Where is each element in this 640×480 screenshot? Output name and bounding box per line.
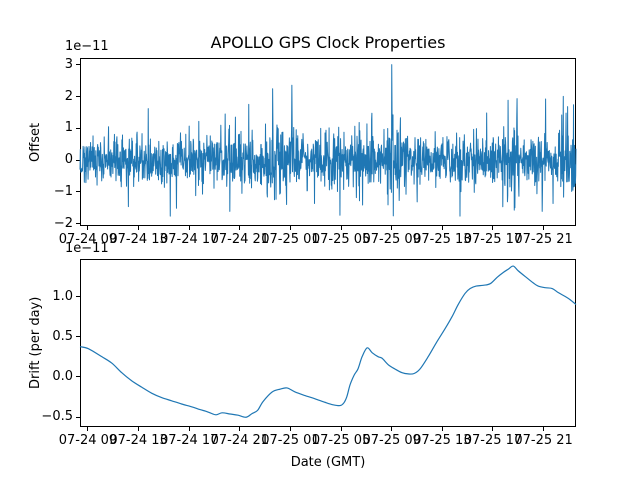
y-tick-mark [76, 416, 80, 418]
y-tick-label: −1 [53, 183, 73, 199]
x-tick-mark [289, 427, 291, 432]
x-tick-mark [441, 427, 443, 432]
drift-axis-scale-text: 1e−11 [65, 241, 109, 256]
y-tick-mark [76, 296, 80, 298]
y-tick-mark [76, 127, 80, 129]
chart-title: APOLLO GPS Clock Properties [210, 33, 446, 52]
x-tick-label: 07-25 13 [413, 231, 472, 247]
y-tick-mark [76, 223, 80, 225]
offset-axis-scale-text: 1e−11 [65, 39, 109, 54]
x-tick-label: 07-24 17 [159, 433, 219, 449]
x-tick-mark [87, 225, 89, 230]
y-tick-label: 1 [64, 120, 73, 136]
y-tick-mark [76, 159, 80, 161]
x-tick-label: 07-25 01 [261, 433, 320, 449]
gps-clock-drift-line [79, 265, 577, 419]
x-tick-mark [391, 225, 393, 230]
x-tick-label: 07-24 09 [58, 231, 118, 247]
x-tick-label: 07-25 05 [311, 231, 371, 247]
x-tick-mark [87, 427, 89, 432]
x-tick-mark [138, 427, 140, 432]
y-tick-label: −2 [53, 215, 73, 231]
x-tick-mark [340, 225, 342, 230]
x-tick-mark [239, 225, 241, 230]
x-tick-mark [289, 225, 291, 230]
y-tick-label: 2 [64, 88, 73, 104]
x-tick-mark [543, 427, 545, 432]
x-tick-mark [492, 427, 494, 432]
axes-frame-gps-clock-offset [80, 57, 576, 226]
x-tick-label: 07-25 17 [463, 231, 523, 247]
y-tick-label: 1.0 [52, 288, 73, 304]
x-tick-label: 07-25 21 [514, 231, 573, 247]
x-tick-label: 07-24 13 [109, 231, 168, 247]
y-tick-mark [76, 336, 80, 338]
x-tick-label: 07-25 13 [413, 433, 472, 449]
x-tick-label: 07-25 09 [362, 433, 421, 449]
y-tick-label: −0.5 [41, 409, 73, 425]
x-tick-label: 07-24 21 [210, 433, 270, 449]
x-tick-mark [441, 225, 443, 230]
offset-y-axis-label: Offset [28, 122, 43, 162]
x-tick-mark [188, 427, 190, 432]
y-tick-label: 3 [64, 56, 73, 72]
x-tick-mark [340, 427, 342, 432]
gps-clock-offset-line [79, 63, 577, 217]
x-tick-label: 07-24 21 [210, 231, 270, 247]
x-tick-label: 07-25 09 [362, 231, 421, 247]
x-tick-label: 07-25 21 [514, 433, 573, 449]
x-tick-mark [492, 225, 494, 230]
y-tick-mark [76, 64, 80, 66]
x-tick-label: 07-24 17 [159, 231, 219, 247]
x-tick-label: 07-25 17 [463, 433, 523, 449]
y-tick-mark [76, 191, 80, 193]
x-tick-label: 07-24 13 [109, 433, 168, 449]
y-tick-label: 0.5 [52, 328, 73, 344]
x-tick-label: 07-25 05 [311, 433, 371, 449]
y-tick-label: 0.0 [52, 368, 73, 384]
x-tick-label: 07-25 01 [261, 231, 320, 247]
x-axis-label: Date (GMT) [290, 455, 366, 470]
y-tick-mark [76, 376, 80, 378]
x-tick-mark [239, 427, 241, 432]
x-tick-mark [138, 225, 140, 230]
x-tick-label: 07-24 09 [58, 433, 118, 449]
y-tick-mark [76, 96, 80, 98]
x-tick-mark [391, 427, 393, 432]
gps-clock-offset-plot [79, 63, 577, 217]
gps-clock-drift-plot [79, 265, 577, 419]
y-tick-label: 0 [64, 152, 73, 168]
x-tick-mark [188, 225, 190, 230]
x-tick-mark [543, 225, 545, 230]
axes-frame-gps-clock-drift [80, 259, 576, 428]
